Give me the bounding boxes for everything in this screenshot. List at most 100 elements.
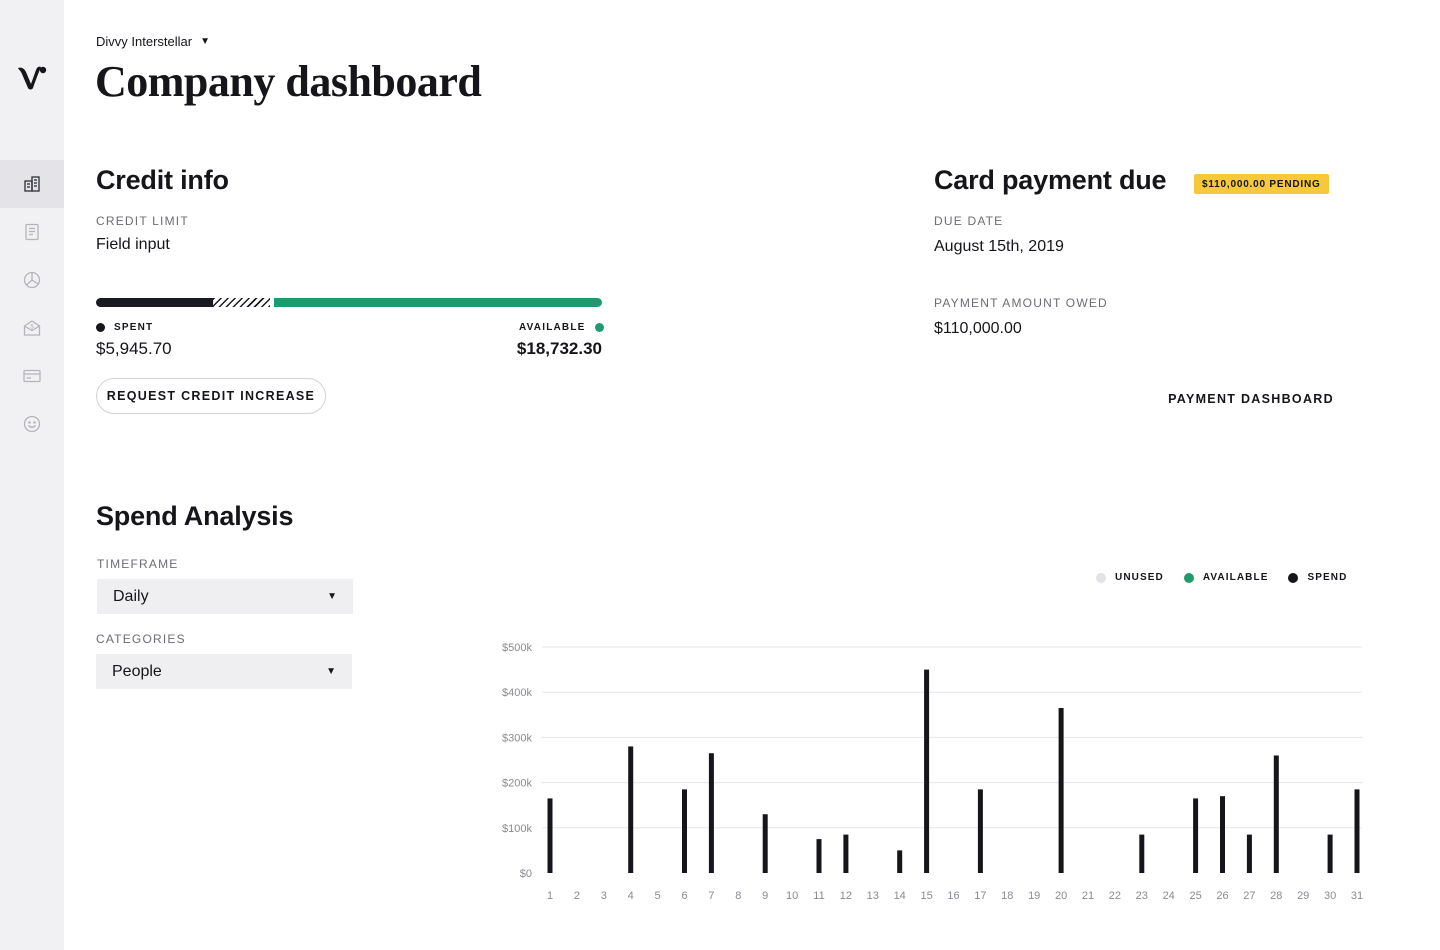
x-tick-label: 28 — [1270, 890, 1282, 902]
receipt-icon — [25, 223, 39, 241]
x-tick-label: 21 — [1082, 890, 1094, 902]
nav-item-budgets[interactable]: $ — [0, 304, 64, 352]
x-tick-label: 13 — [867, 890, 879, 902]
dashboard-icon — [24, 176, 40, 192]
x-tick-label: 11 — [813, 890, 824, 902]
categories-label: CATEGORIES — [96, 632, 186, 646]
x-tick-label: 8 — [735, 890, 741, 902]
legend-item-spend[interactable]: SPEND — [1288, 572, 1347, 583]
page-title: Company dashboard — [95, 57, 482, 106]
spent-dot-icon — [96, 323, 105, 332]
credit-bar-pending — [213, 298, 270, 307]
x-tick-label: 30 — [1324, 890, 1336, 902]
credit-bar-spent — [96, 298, 213, 307]
x-tick-label: 19 — [1028, 890, 1040, 902]
x-tick-label: 9 — [762, 890, 768, 902]
y-tick-label: $100k — [502, 823, 532, 835]
chart-legend: UNUSED AVAILABLE SPEND — [1096, 572, 1347, 583]
x-tick-label: 2 — [574, 890, 580, 902]
spent-value: $5,945.70 — [96, 339, 172, 358]
x-tick-label: 6 — [681, 890, 687, 902]
nav-item-cards[interactable] — [0, 352, 64, 400]
due-date-label: DUE DATE — [934, 214, 1004, 228]
spend-analysis-title: Spend Analysis — [96, 501, 294, 531]
x-tick-label: 3 — [601, 890, 607, 902]
payment-owed-value: $110,000.00 — [934, 320, 1022, 337]
x-tick-label: 10 — [786, 890, 798, 902]
credit-limit-label: CREDIT LIMIT — [96, 214, 189, 228]
card-icon — [23, 369, 41, 383]
spend-bar — [816, 839, 822, 873]
y-tick-label: $500k — [502, 642, 532, 654]
credit-usage-bar — [96, 298, 602, 307]
x-tick-label: 20 — [1055, 890, 1067, 902]
x-tick-label: 29 — [1297, 890, 1309, 902]
pending-badge: $110,000.00 PENDING — [1194, 174, 1329, 194]
org-name: Divvy Interstellar — [96, 34, 193, 49]
x-tick-label: 18 — [1001, 890, 1013, 902]
request-credit-increase-button[interactable]: REQUEST CREDIT INCREASE — [96, 378, 326, 414]
spend-bar — [843, 834, 849, 873]
timeframe-value: Daily — [113, 587, 149, 605]
available-label: AVAILABLE — [519, 322, 586, 333]
spend-bar — [1327, 834, 1333, 873]
x-tick-label: 14 — [894, 890, 906, 902]
caret-down-icon: ▼ — [200, 36, 210, 47]
spend-bar — [628, 746, 634, 873]
spend-bar — [547, 798, 553, 873]
nav-item-people[interactable] — [0, 400, 64, 448]
x-tick-label: 5 — [655, 890, 661, 902]
x-tick-label: 12 — [840, 890, 852, 902]
nav-item-reports[interactable] — [0, 256, 64, 304]
categories-value: People — [112, 662, 162, 680]
x-tick-label: 15 — [920, 890, 932, 902]
available-dot-icon — [594, 323, 604, 332]
caret-down-icon: ▼ — [326, 666, 336, 677]
unused-dot-icon — [1096, 572, 1106, 583]
sidebar: $ — [0, 0, 64, 950]
spend-bar — [897, 850, 903, 873]
available-legend: AVAILABLE — [519, 322, 604, 333]
spend-bar — [762, 814, 768, 873]
spend-bar — [708, 753, 714, 873]
spend-bar — [1139, 834, 1145, 873]
legend-item-available[interactable]: AVAILABLE — [1183, 572, 1269, 583]
x-tick-label: 17 — [974, 890, 986, 902]
x-tick-label: 1 — [547, 890, 553, 902]
smiley-icon — [23, 415, 41, 433]
due-date-value: August 15th, 2019 — [934, 238, 1064, 255]
timeframe-label: TIMEFRAME — [97, 557, 179, 571]
categories-select[interactable]: People ▼ — [96, 654, 352, 689]
pie-chart-icon — [23, 271, 41, 289]
org-switcher[interactable]: Divvy Interstellar ▼ — [96, 34, 210, 49]
spend-dot-icon — [1288, 572, 1299, 583]
nav-item-transactions[interactable] — [0, 208, 64, 256]
x-tick-label: 16 — [947, 890, 959, 902]
caret-down-icon: ▼ — [327, 591, 337, 602]
spend-bar — [1220, 796, 1225, 873]
y-tick-label: $200k — [502, 778, 532, 790]
card-payment-title: Card payment due — [934, 165, 1167, 195]
spend-bar — [1058, 708, 1064, 873]
nav-item-dashboard[interactable] — [0, 160, 64, 208]
x-tick-label: 23 — [1136, 890, 1148, 902]
timeframe-select[interactable]: Daily ▼ — [97, 579, 353, 614]
legend-item-unused[interactable]: UNUSED — [1096, 572, 1164, 583]
payment-dashboard-button[interactable]: PAYMENT DASHBOARD — [1160, 388, 1342, 410]
credit-info-title: Credit info — [96, 165, 229, 195]
x-tick-label: 31 — [1351, 890, 1363, 902]
spent-legend: SPENT — [96, 322, 153, 333]
payment-owed-label: PAYMENT AMOUNT OWED — [934, 296, 1108, 310]
legend-available-label: AVAILABLE — [1202, 572, 1269, 583]
legend-spend-label: SPEND — [1307, 572, 1348, 583]
y-tick-label: $0 — [520, 868, 532, 880]
x-tick-label: 7 — [708, 890, 714, 902]
spend-bar — [924, 669, 930, 873]
x-tick-label: 24 — [1163, 890, 1175, 902]
x-tick-label: 27 — [1243, 890, 1255, 902]
x-tick-label: 4 — [628, 890, 634, 902]
divvy-logo-icon[interactable] — [17, 62, 47, 90]
spend-bar — [1193, 798, 1199, 873]
x-tick-label: 22 — [1109, 890, 1121, 902]
